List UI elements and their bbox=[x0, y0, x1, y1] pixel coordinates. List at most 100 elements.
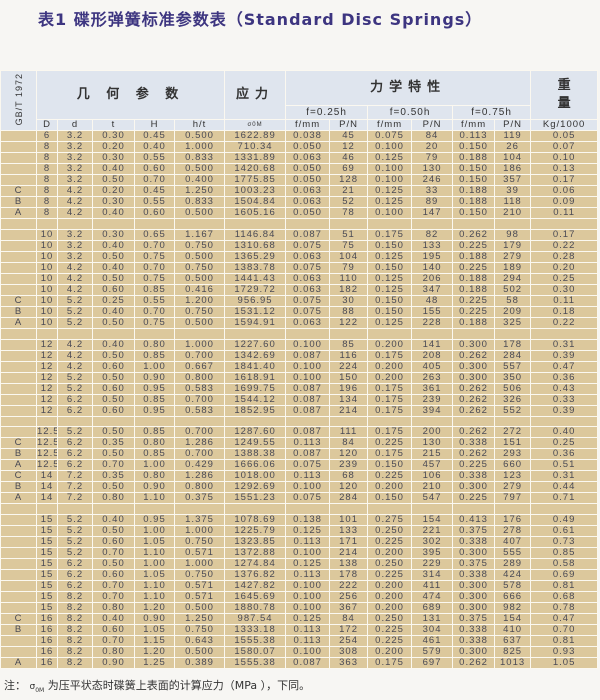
table-row: B 8 4.2 0.30 0.55 0.833 1504.84 0.063 52 0.125 89 0… bbox=[0, 196, 599, 208]
cell-f1: 0.075 bbox=[285, 492, 331, 505]
cell-f2: 0.200 bbox=[367, 481, 413, 494]
page-title: 表1 碟形弹簧标准参数表（Standard Disc Springs） bbox=[38, 10, 483, 29]
cell-p1: 69 bbox=[329, 163, 369, 175]
cell-p3: 357 bbox=[494, 174, 532, 186]
cell-f1: 0.113 bbox=[285, 624, 331, 637]
cell-p2: 314 bbox=[411, 569, 454, 582]
cell-stress: 1146.84 bbox=[224, 228, 287, 241]
cell-t: 0.50 bbox=[92, 349, 135, 362]
group-separator-row bbox=[0, 503, 599, 516]
cell-H: 0.85 bbox=[134, 448, 175, 461]
cell-D: 12.5 bbox=[36, 437, 58, 450]
cell-t: 0.50 bbox=[92, 481, 135, 494]
cell-t: 0.50 bbox=[92, 525, 135, 538]
cell-stress: 1618.91 bbox=[224, 371, 287, 384]
cell-p1: 284 bbox=[329, 492, 369, 505]
cell-f2: 0.100 bbox=[367, 207, 413, 219]
table-row: 12 5.2 0.50 0.90 0.800 1618.91 0.100 150 0.200 26… bbox=[0, 371, 599, 384]
cell-weight: 0.31 bbox=[530, 470, 599, 483]
cell-d: 5.2 bbox=[57, 305, 93, 318]
cell-h-t: 0.500 bbox=[173, 602, 226, 615]
cell-p1: 172 bbox=[329, 624, 369, 637]
cell-p2: 263 bbox=[411, 371, 454, 384]
cell-f3: 0.188 bbox=[452, 196, 496, 208]
cell-stress: 1331.89 bbox=[224, 152, 287, 164]
cell-p2: 394 bbox=[411, 404, 454, 417]
table-row: 16 8.2 0.80 1.20 0.500 1580.07 0.100 308 0.200 57… bbox=[0, 646, 599, 659]
cell-p2: 246 bbox=[411, 174, 454, 186]
cell-f2: 0.250 bbox=[367, 613, 413, 626]
cell-f1: 0.050 bbox=[285, 141, 331, 153]
cell-p3: 825 bbox=[494, 646, 532, 659]
cell-f2: 0.175 bbox=[367, 393, 413, 406]
cell-weight: 0.28 bbox=[530, 250, 599, 263]
cell-f2: 0.200 bbox=[367, 591, 413, 604]
cell-f2: 0.200 bbox=[367, 646, 413, 659]
cell-f1: 0.100 bbox=[285, 371, 331, 384]
cell-p3: 189 bbox=[494, 261, 532, 274]
cell-stress: 1441.43 bbox=[224, 272, 287, 285]
cell-p3: 176 bbox=[494, 514, 532, 527]
cell-p1: 75 bbox=[329, 239, 369, 252]
cell-weight: 0.11 bbox=[530, 294, 599, 307]
cell-p3: 284 bbox=[494, 349, 532, 362]
cell-t: 0.30 bbox=[92, 152, 135, 164]
cell-H: 0.80 bbox=[134, 437, 175, 450]
cell-f2: 0.225 bbox=[367, 470, 413, 483]
cell-f2: 0.075 bbox=[367, 130, 413, 142]
cell-p1: 88 bbox=[329, 305, 369, 318]
cell-h-t: 1.250 bbox=[173, 613, 226, 626]
cell-H: 0.80 bbox=[134, 338, 175, 351]
cell-weight: 0.39 bbox=[530, 349, 599, 362]
table-row: 16 8.2 0.70 1.15 0.643 1555.38 0.113 254 0.225 46… bbox=[0, 635, 599, 648]
cell-p3: 123 bbox=[494, 470, 532, 483]
cell-f3: 0.225 bbox=[452, 492, 496, 505]
cell-grade: C bbox=[0, 613, 37, 626]
cell-h-t: 0.583 bbox=[173, 382, 226, 395]
cell-grade bbox=[0, 547, 37, 560]
cell-grade bbox=[0, 261, 37, 274]
cell-weight: 0.30 bbox=[530, 283, 599, 296]
cell-H: 0.85 bbox=[134, 349, 175, 362]
cell-H: 0.45 bbox=[134, 130, 175, 142]
cell-f3: 0.300 bbox=[452, 371, 496, 384]
unit-f2: f/mm bbox=[367, 119, 413, 131]
cell-d: 4.2 bbox=[57, 349, 93, 362]
cell-grade: B bbox=[0, 305, 37, 318]
stress-header: 应力 bbox=[224, 70, 287, 120]
cell-grade bbox=[0, 141, 37, 153]
cell-grade bbox=[0, 130, 37, 142]
cell-stress: 1227.60 bbox=[224, 338, 287, 351]
cell-f3: 0.300 bbox=[452, 481, 496, 494]
footnote: 注： σ0M 为压平状态时碟簧上表面的计算应力（MPa ），下同。 bbox=[4, 679, 311, 695]
table-row: 15 6.2 0.50 1.00 1.000 1274.84 0.125 138 0.250 22… bbox=[0, 558, 599, 571]
cell-p3: 666 bbox=[494, 591, 532, 604]
cell-grade: C bbox=[0, 185, 37, 197]
cell-f1: 0.063 bbox=[285, 196, 331, 208]
cell-p1: 256 bbox=[329, 591, 369, 604]
cell-p2: 302 bbox=[411, 536, 454, 549]
cell-f1: 0.087 bbox=[285, 349, 331, 362]
table-row: C 16 8.2 0.40 0.90 1.250 987.54 0.125 84 0.250 131… bbox=[0, 613, 599, 626]
cell-grade bbox=[0, 283, 37, 296]
cell-f1: 0.063 bbox=[285, 283, 331, 296]
cell-D: 12 bbox=[36, 338, 58, 351]
cell-f3: 0.300 bbox=[452, 602, 496, 615]
cell-stress: 1342.69 bbox=[224, 349, 287, 362]
table-row: B 14 7.2 0.50 0.90 0.800 1292.69 0.100 120 0.200 2… bbox=[0, 481, 599, 494]
cell-p1: 21 bbox=[329, 185, 369, 197]
cell-h-t: 0.500 bbox=[173, 316, 226, 329]
table-row: 12 4.2 0.60 1.00 0.667 1841.40 0.100 224 0.200 40… bbox=[0, 360, 599, 373]
cell-p2: 304 bbox=[411, 624, 454, 637]
cell-f3: 0.188 bbox=[452, 250, 496, 263]
cell-p2: 155 bbox=[411, 305, 454, 318]
cell-p3: 178 bbox=[494, 338, 532, 351]
cell-p3: 797 bbox=[494, 492, 532, 505]
table-row: C 14 7.2 0.35 0.80 1.286 1018.00 0.113 68 0.225 10… bbox=[0, 470, 599, 483]
cell-weight: 0.33 bbox=[530, 393, 599, 406]
cell-stress: 1372.88 bbox=[224, 547, 287, 560]
cell-d: 4.2 bbox=[57, 360, 93, 373]
cell-f1: 0.100 bbox=[285, 360, 331, 373]
cell-h-t: 0.643 bbox=[173, 635, 226, 648]
cell-D: 10 bbox=[36, 272, 58, 285]
